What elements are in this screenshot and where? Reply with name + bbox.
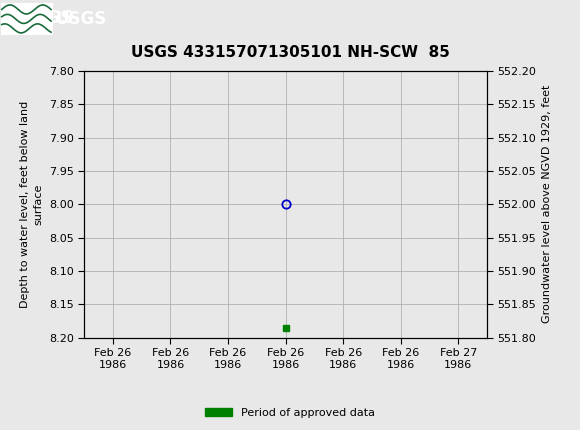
Y-axis label: Depth to water level, feet below land
surface: Depth to water level, feet below land su… xyxy=(20,101,44,308)
Text: USGS 433157071305101 NH-SCW  85: USGS 433157071305101 NH-SCW 85 xyxy=(130,45,450,60)
Y-axis label: Groundwater level above NGVD 1929, feet: Groundwater level above NGVD 1929, feet xyxy=(542,85,552,323)
Legend: Period of approved data: Period of approved data xyxy=(200,403,380,422)
Text: ≡USGS: ≡USGS xyxy=(3,9,74,27)
Bar xyxy=(1,3,53,35)
Text: USGS: USGS xyxy=(55,10,106,28)
